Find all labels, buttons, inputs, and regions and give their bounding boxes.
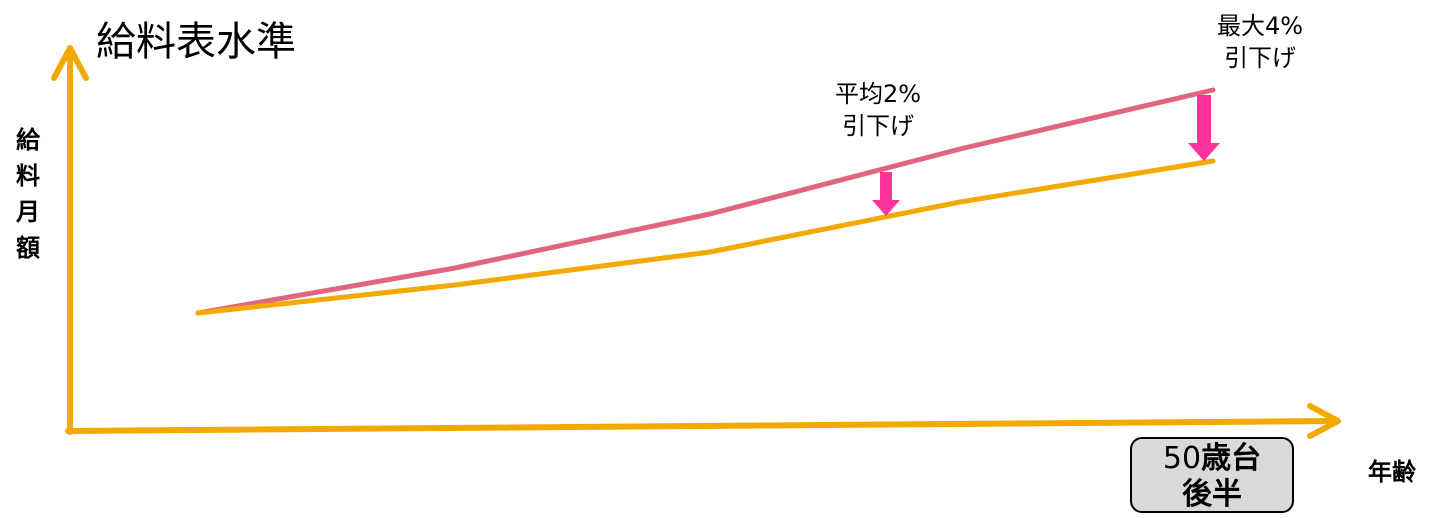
y-axis-label-char: 月 [16, 198, 40, 226]
annotation-max-reduction: 最大4% 引下げ [1200, 10, 1320, 74]
x-axis-arrowhead [1307, 403, 1341, 439]
y-axis-label-char: 給 [16, 126, 40, 154]
age-box-number: 50 [1162, 441, 1202, 476]
y-axis-arrowhead [51, 45, 89, 81]
age-box-line-1: 50歳台 [1132, 441, 1292, 477]
annotation-line: 引下げ [842, 112, 914, 140]
annotation-average-reduction: 平均2% 引下げ [818, 78, 938, 142]
annotation-line: 最大4% [1216, 12, 1304, 40]
y-axis-label: 給 料 月 額 [12, 122, 44, 266]
age-group-box: 50歳台 後半 [1130, 437, 1294, 513]
salary-line-before [195, 87, 1216, 316]
y-axis-label-char: 料 [16, 162, 40, 190]
age-box-line-2: 後半 [1182, 477, 1242, 512]
down-arrow-icon [872, 172, 900, 216]
y-axis-label-char: 額 [16, 234, 40, 262]
x-axis-label: 年齢 [1368, 458, 1416, 486]
x-axis [65, 418, 1333, 434]
diagram-title: 給料表水準 [96, 19, 296, 65]
down-arrow-icon [1188, 95, 1220, 161]
salary-line-after [195, 158, 1216, 316]
annotation-line: 平均2% [834, 80, 922, 108]
annotation-line: 引下げ [1224, 44, 1296, 72]
age-box-unit: 歳台 [1201, 441, 1262, 476]
